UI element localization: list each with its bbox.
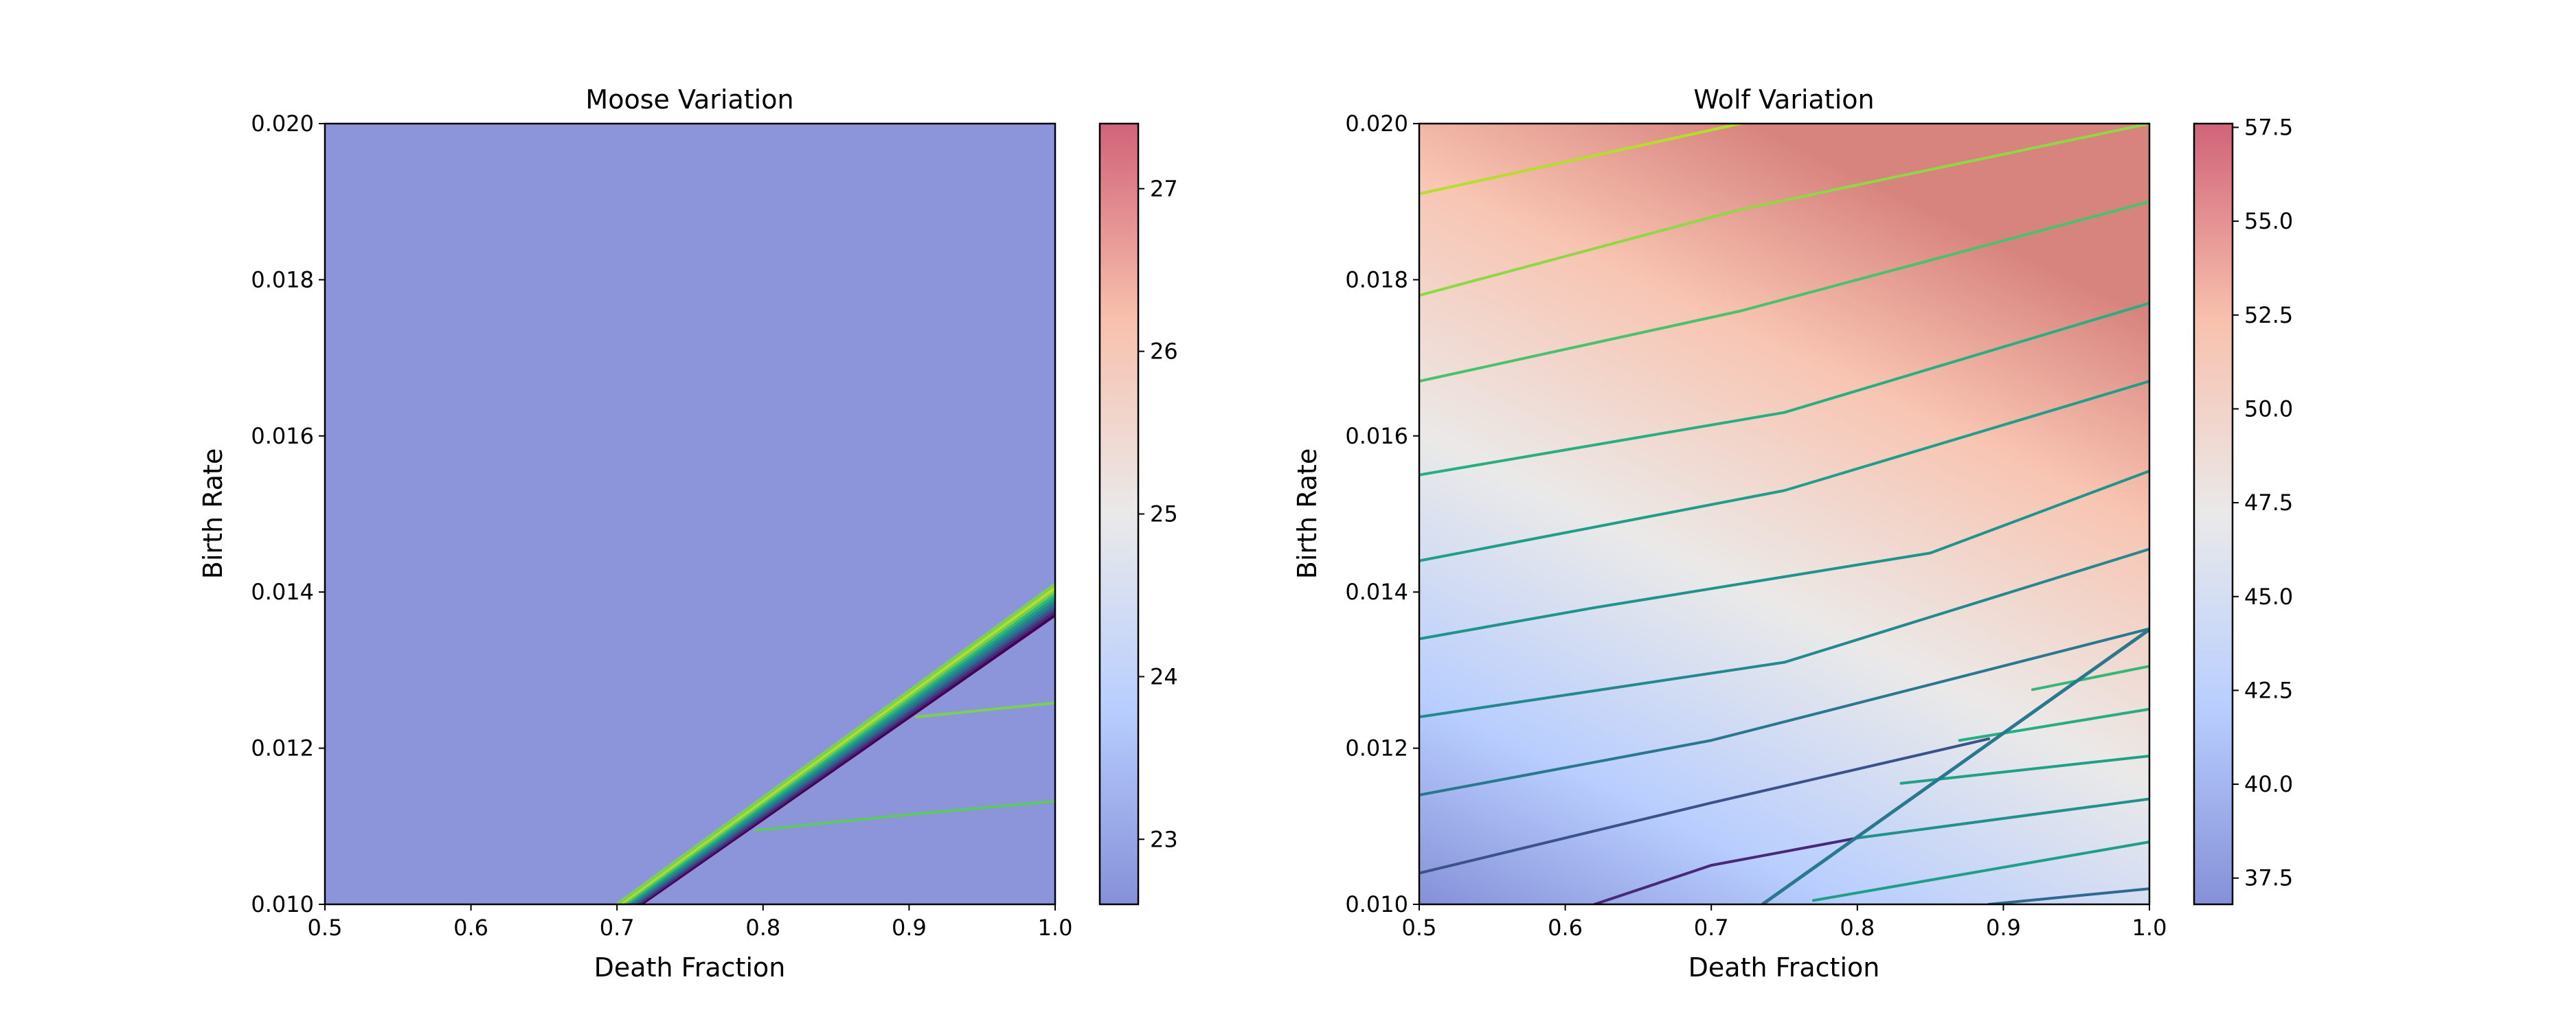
moose-boundary-contour	[634, 606, 1055, 904]
moose-y-tick-label: 0.018	[251, 266, 314, 293]
wolf-y-tick-label: 0.016	[1345, 423, 1408, 449]
wolf-contour-line	[2031, 665, 2149, 691]
moose-boundary-contour	[624, 593, 1055, 904]
wolf-colorbar-tick-label: 40.0	[2244, 771, 2293, 797]
moose-colorbar-tick-label: 26	[1150, 339, 1178, 365]
wolf-y-axis: 0.010 0.012 0.014 0.016 0.018 0.020	[1345, 111, 1419, 917]
wolf-colorbar-frame	[2193, 122, 2234, 906]
wolf-x-tick-label: 0.5	[1402, 915, 1437, 941]
wolf-y-tick-label: 0.014	[1345, 579, 1408, 605]
moose-boundary-contour	[629, 599, 1055, 904]
moose-colorbar-ticks: 23 24 25 26 27	[1138, 176, 1178, 852]
wolf-colorbar-ticks: 37.5 40.0 42.5 45.0 47.5 50.0 52.5 55.0 57.5	[2233, 114, 2293, 891]
wolf-contour-line	[1987, 887, 2149, 904]
wolf-contour-line	[1855, 797, 2149, 840]
moose-boundary-contour	[618, 586, 1055, 904]
wolf-contour-line	[1419, 737, 1991, 875]
wolf-contour-line	[1419, 469, 2149, 641]
wolf-heatmap	[1419, 124, 2149, 904]
wolf-y-tick-label: 0.018	[1345, 266, 1408, 293]
wolf-contour-line	[1899, 754, 2149, 785]
wolf-colorbar: 37.5 40.0 42.5 45.0 47.5 50.0 52.5 55.0 57.5	[2193, 114, 2293, 906]
wolf-contour-line	[1812, 840, 2149, 902]
wolf-colorbar-tick-label: 47.5	[2244, 490, 2293, 516]
moose-colorbar-tick-label: 25	[1150, 501, 1178, 527]
wolf-colorbar-tick-label: 37.5	[2244, 865, 2293, 891]
moose-colorbar-gradient	[1100, 124, 1138, 904]
wolf-panel: Wolf Variation 0.5 0.6 0.7 0.8 0.9 1.0 0.0100…	[1292, 84, 2293, 983]
wolf-colorbar-tick-label: 52.5	[2244, 302, 2293, 328]
moose-y-tick-label: 0.020	[251, 111, 314, 137]
wolf-contour-line	[1419, 547, 2149, 719]
wolf-contour-line	[1419, 380, 2149, 562]
moose-colorbar: 23 24 25 26 27	[1098, 122, 1178, 906]
wolf-colorbar-tick-label: 50.0	[2244, 396, 2293, 422]
moose-background-field	[325, 124, 1055, 904]
moose-contours	[754, 701, 1055, 832]
moose-y-tick-label: 0.016	[251, 423, 314, 449]
wolf-background-field	[1419, 124, 2149, 904]
wolf-contour-line	[1419, 124, 1750, 196]
moose-boundary-contour	[621, 589, 1055, 904]
wolf-y-tick-label: 0.012	[1345, 735, 1408, 762]
moose-boundary-contour	[640, 613, 1055, 904]
wolf-colorbar-gradient	[2194, 124, 2233, 904]
wolf-colorbar-tick-label: 55.0	[2244, 208, 2293, 234]
moose-x-tick-label: 0.5	[308, 915, 343, 941]
wolf-contours	[1419, 124, 2149, 904]
wolf-contour-line	[1593, 836, 1859, 904]
wolf-y-tick-label: 0.020	[1345, 111, 1408, 137]
moose-colorbar-tick-label: 27	[1150, 176, 1178, 202]
moose-boundary-contour	[631, 603, 1055, 904]
moose-x-axis-label: Death Fraction	[594, 952, 786, 983]
moose-colorbar-tick-label: 24	[1150, 663, 1178, 689]
wolf-plot-frame	[1418, 122, 2151, 906]
wolf-contour-line	[1419, 124, 2149, 297]
moose-contour-line	[915, 701, 1055, 719]
moose-y-axis-label: Birth Rate	[198, 448, 228, 579]
moose-panel: Moose Variation 0.5 0.6 0.7 0.8 0.9 1.0 0.010…	[198, 84, 1178, 983]
moose-y-tick-label: 0.010	[251, 891, 314, 917]
wolf-x-tick-label: 0.7	[1694, 915, 1729, 941]
wolf-x-tick-label: 0.8	[1840, 915, 1875, 941]
moose-title: Moose Variation	[585, 84, 793, 115]
moose-boundary-contour-band	[615, 582, 1055, 904]
wolf-contour-line	[1958, 707, 2149, 742]
moose-boundary-contour	[626, 596, 1055, 904]
moose-x-tick-label: 0.6	[453, 915, 488, 941]
moose-y-axis: 0.010 0.012 0.014 0.016 0.018 0.020	[251, 111, 325, 917]
wolf-contour-line	[1419, 301, 2149, 477]
moose-y-tick-label: 0.012	[251, 735, 314, 762]
wolf-region-boundary	[1761, 628, 2149, 904]
moose-x-tick-label: 0.8	[745, 915, 780, 941]
wolf-x-tick-label: 1.0	[2132, 915, 2167, 941]
wolf-y-tick-label: 0.010	[1345, 891, 1408, 917]
moose-plot-frame	[324, 122, 1057, 906]
moose-boundary-contour	[637, 610, 1055, 904]
moose-contour-line	[754, 799, 1055, 832]
moose-heatmap	[325, 124, 1055, 904]
wolf-x-axis-label: Death Fraction	[1688, 952, 1880, 983]
moose-x-axis: 0.5 0.6 0.7 0.8 0.9 1.0	[308, 904, 1073, 941]
wolf-contour-line	[1419, 200, 2149, 383]
wolf-y-axis-label: Birth Rate	[1292, 448, 1322, 579]
wolf-colorbar-tick-label: 45.0	[2244, 584, 2293, 610]
moose-y-tick-label: 0.014	[251, 579, 314, 605]
wolf-title: Wolf Variation	[1693, 84, 1874, 115]
wolf-colorbar-tick-label: 57.5	[2244, 114, 2293, 140]
moose-colorbar-tick-label: 23	[1150, 826, 1178, 852]
moose-boundary-contour	[615, 582, 1055, 904]
moose-x-tick-label: 0.7	[600, 915, 635, 941]
moose-x-tick-label: 0.9	[892, 915, 927, 941]
moose-x-tick-label: 1.0	[1038, 915, 1073, 941]
wolf-colorbar-tick-label: 42.5	[2244, 677, 2293, 703]
wolf-contour-line	[1419, 627, 2149, 797]
wolf-x-axis: 0.5 0.6 0.7 0.8 0.9 1.0	[1402, 904, 2167, 941]
wolf-x-tick-label: 0.6	[1548, 915, 1583, 941]
wolf-x-tick-label: 0.9	[1986, 915, 2021, 941]
